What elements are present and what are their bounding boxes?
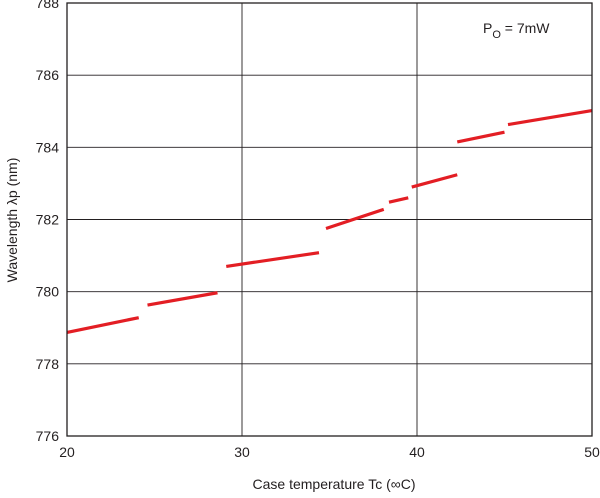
y-tick-label: 784: [36, 139, 60, 155]
wavelength-segment-8: [507, 108, 593, 127]
y-tick-labels: 776 778 780 782 784 786 788: [36, 0, 60, 444]
wavelength-segment-1: [66, 316, 140, 335]
power-annotation-symbol: P: [483, 20, 492, 36]
y-tick-label: 782: [36, 212, 60, 228]
y-axis-title: Wavelength λp (nm): [4, 158, 20, 283]
x-tick-label: 30: [234, 444, 250, 460]
data-series: [66, 108, 593, 335]
wavelength-segment-3: [226, 251, 320, 268]
y-tick-label: 776: [36, 428, 60, 444]
x-tick-label: 40: [409, 444, 425, 460]
wavelength-segment-5: [388, 196, 409, 204]
wavelength-segment-7: [456, 130, 505, 144]
wavelength-segment-2: [147, 291, 218, 307]
wavelength-segment-4: [325, 207, 385, 231]
x-axis-title: Case temperature Tc (∞C): [253, 476, 416, 492]
power-annotation-value: = 7mW: [501, 20, 550, 36]
y-tick-label: 780: [36, 284, 60, 300]
x-tick-labels: 20 30 40 50: [59, 444, 600, 460]
y-tick-label: 788: [36, 0, 60, 11]
y-tick-label: 786: [36, 67, 60, 83]
power-annotation-subscript: O: [492, 29, 501, 41]
wavelength-segment-6: [411, 173, 458, 189]
x-tick-label: 50: [584, 444, 600, 460]
y-tick-label: 778: [36, 356, 60, 372]
power-annotation: PO = 7mW: [483, 20, 550, 41]
plot-frame: [66, 2, 593, 437]
x-tick-label: 20: [59, 444, 75, 460]
